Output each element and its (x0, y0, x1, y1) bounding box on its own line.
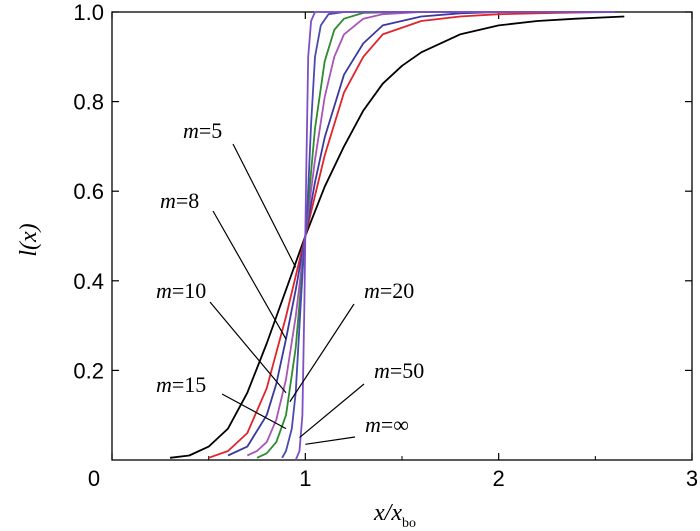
annotation-label-value: =10 (172, 278, 206, 303)
y-tick-label: 0.2 (73, 358, 104, 383)
annotation-leader-line (209, 301, 287, 394)
x-axis-label-main: x/x (373, 500, 402, 526)
annotation-leader-line (221, 393, 287, 430)
annotation-label-var: m (156, 372, 172, 397)
annotation-label: m=20 (364, 278, 414, 303)
series-line-m-20 (256, 11, 615, 459)
y-tick-label: 0.6 (73, 179, 104, 204)
annotation-label-value: =15 (172, 372, 206, 397)
x-tick-label: 1 (299, 466, 311, 491)
annotation-label-value: =5 (199, 118, 222, 143)
annotation-label-value: =50 (390, 358, 424, 383)
annotation-label-var: m (374, 358, 390, 383)
annotation-layer: m=5m=8m=10m=15m=20m=50m=∞ (156, 118, 424, 445)
annotation-label: m=5 (183, 118, 222, 143)
annotation-label-var: m (364, 278, 380, 303)
annotation-leader-line (212, 210, 287, 340)
annotation-label-var: m (365, 412, 381, 437)
series-line-m-15 (246, 11, 615, 457)
series-line-m-8 (208, 11, 615, 459)
axes: 0 1 2 3 0.2 0.4 0.6 0.8 1.0 (73, 0, 698, 491)
y-tick-label: 0.4 (73, 269, 104, 294)
y-tick-label: 1.0 (73, 0, 104, 25)
x-axis-label-sub: bo (402, 516, 416, 531)
annotation-label: m=8 (160, 188, 199, 213)
annotation-label-value: =8 (176, 188, 199, 213)
annotation-label-var: m (156, 278, 172, 303)
annotation-leader-line (232, 143, 297, 268)
x-tick-label: 0 (88, 466, 100, 491)
series-line-m-50 (281, 11, 615, 459)
series-line-m-10 (227, 11, 615, 457)
annotation-leader-line (305, 436, 356, 445)
y-tick-label: 0.8 (73, 90, 104, 115)
annotation-label: m=10 (156, 278, 206, 303)
annotation-leader-line (299, 383, 365, 439)
series-line-m-inf (294, 11, 615, 461)
annotation-label-value: =20 (380, 278, 414, 303)
series-layer (169, 11, 625, 461)
annotation-label: m=50 (374, 358, 424, 383)
x-tick-label: 2 (493, 466, 505, 491)
annotation-label-var: m (183, 118, 199, 143)
series-line-m-5 (169, 15, 625, 459)
x-tick-label: 3 (686, 466, 698, 491)
y-axis-label: l(x) (16, 223, 42, 256)
annotation-label-value: =∞ (381, 412, 409, 437)
annotation-leader-line (289, 303, 355, 403)
annotation-label: m=∞ (365, 412, 409, 437)
x-axis-label: x/xbo (373, 500, 416, 531)
annotation-label-var: m (160, 188, 176, 213)
annotation-label: m=15 (156, 372, 206, 397)
